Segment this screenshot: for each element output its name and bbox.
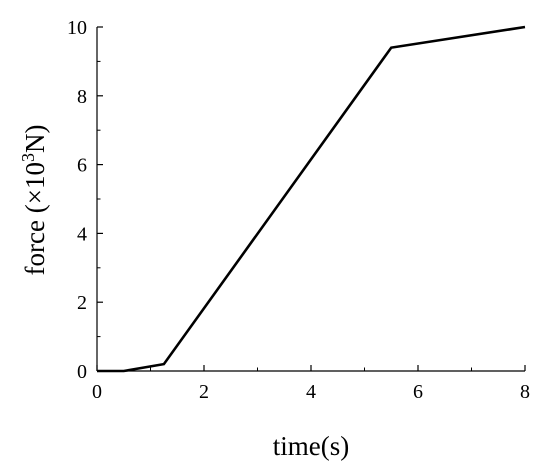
y-tick-label: 8 bbox=[77, 86, 87, 108]
y-tick-label: 6 bbox=[77, 155, 87, 177]
y-tick-label: 0 bbox=[77, 361, 87, 383]
series bbox=[97, 25, 526, 373]
y-tick-label: 10 bbox=[67, 17, 87, 39]
ticks bbox=[96, 26, 526, 372]
y-axis-title-suffix: N) bbox=[20, 125, 50, 154]
y-axis-title-prefix: force (×10 bbox=[20, 162, 50, 275]
y-axis-title: force (×103N) bbox=[18, 125, 50, 276]
x-tick-label: 0 bbox=[92, 381, 102, 403]
x-tick-label: 6 bbox=[413, 381, 423, 403]
axes bbox=[96, 27, 525, 372]
x-tick-label: 8 bbox=[520, 381, 530, 403]
x-tick-label: 2 bbox=[199, 381, 209, 403]
y-tick-label: 2 bbox=[77, 292, 87, 314]
y-axis-title-superscript: 3 bbox=[18, 153, 38, 162]
tick-labels: 0 2 4 6 8 0 2 4 6 8 10 bbox=[67, 17, 530, 403]
y-tick-label: 4 bbox=[77, 223, 87, 245]
series-line bbox=[97, 25, 526, 373]
x-axis-title: time(s) bbox=[273, 431, 349, 461]
x-tick-label: 4 bbox=[306, 381, 316, 403]
